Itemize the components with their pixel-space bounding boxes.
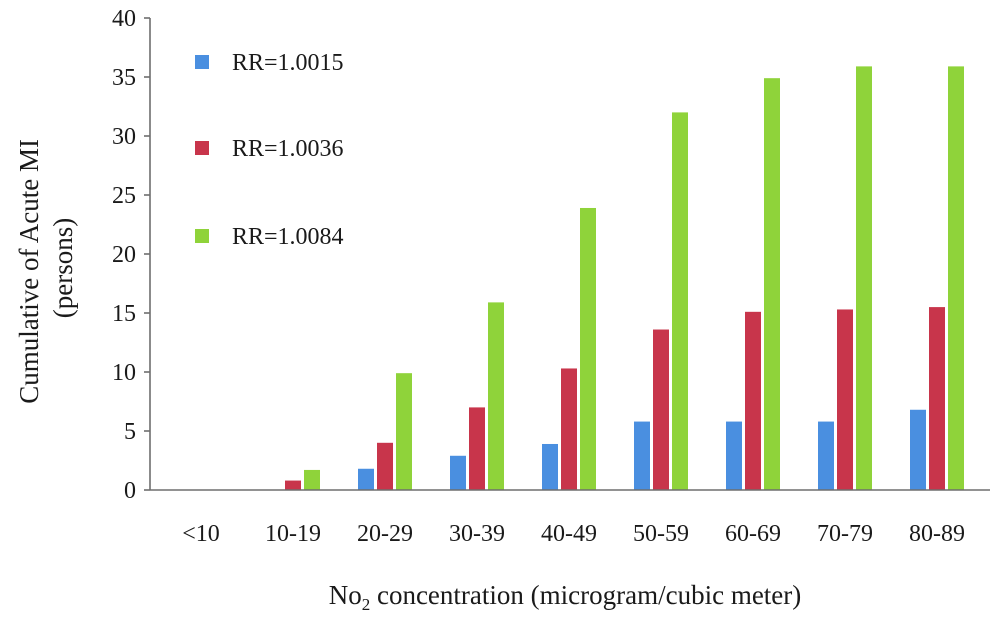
y-tick-label: 0 <box>124 478 136 504</box>
bar <box>561 368 577 490</box>
bar <box>818 421 834 490</box>
bar <box>910 409 926 490</box>
bar <box>396 373 412 490</box>
bar <box>634 421 650 490</box>
legend-swatch <box>195 55 209 69</box>
x-tick-label: 20-29 <box>357 521 413 547</box>
y-axis-title-line1: Cumulative of Acute MI <box>14 139 44 404</box>
bar <box>726 421 742 490</box>
y-tick-label: 35 <box>112 65 136 91</box>
y-tick-label: 30 <box>112 124 136 150</box>
y-axis-ticks: 0 5 10 15 20 25 30 35 40 <box>112 6 150 504</box>
bar <box>450 455 466 490</box>
x-axis-title-prefix: No <box>329 580 362 610</box>
x-tick-label: 30-39 <box>449 521 505 547</box>
legend-label: RR=1.0036 <box>232 136 344 162</box>
y-axis-title-line2: (persons) <box>48 218 78 318</box>
legend-swatch <box>195 229 209 243</box>
x-axis-title-subscript: 2 <box>362 595 371 614</box>
legend-label: RR=1.0084 <box>232 224 344 250</box>
bar <box>745 311 761 490</box>
x-tick-label: 10-19 <box>265 521 321 547</box>
x-tick-label: 40-49 <box>541 521 597 547</box>
bars <box>285 66 964 491</box>
x-tick-label: 60-69 <box>725 521 781 547</box>
bar <box>285 480 301 490</box>
y-tick-label: 40 <box>112 6 136 32</box>
y-tick-label: 15 <box>112 301 136 327</box>
x-axis-title: No2 concentration (microgram/cubic meter… <box>329 580 802 614</box>
bar <box>377 442 393 490</box>
bar <box>469 407 485 490</box>
x-axis-ticks: <10 10-19 20-29 30-39 40-49 50-59 60-69 70-79 80… <box>182 521 965 547</box>
x-tick-label: 70-79 <box>817 521 873 547</box>
bar <box>358 468 374 490</box>
y-tick-label: 10 <box>112 360 136 386</box>
x-tick-label: 80-89 <box>909 521 965 547</box>
legend-swatch <box>195 141 209 155</box>
x-tick-label: 50-59 <box>633 521 689 547</box>
x-axis-title-suffix: concentration (microgram/cubic meter) <box>370 580 801 610</box>
bar <box>837 309 853 490</box>
bar <box>856 66 872 490</box>
y-tick-label: 20 <box>112 242 136 268</box>
bar <box>929 307 945 490</box>
bar <box>304 469 320 490</box>
bar <box>672 112 688 491</box>
y-tick-label: 5 <box>124 419 136 445</box>
bar <box>764 78 780 491</box>
legend-label: RR=1.0015 <box>232 50 344 76</box>
bar <box>948 66 964 490</box>
y-axis-title: Cumulative of Acute MI (persons) <box>14 132 78 403</box>
y-tick-label: 25 <box>112 183 136 209</box>
bar <box>488 302 504 490</box>
bar <box>580 207 596 491</box>
bar <box>653 329 669 490</box>
legend: RR=1.0015 RR=1.0036 RR=1.0084 <box>195 50 344 250</box>
x-tick-label: <10 <box>182 521 220 547</box>
bar <box>542 443 558 490</box>
